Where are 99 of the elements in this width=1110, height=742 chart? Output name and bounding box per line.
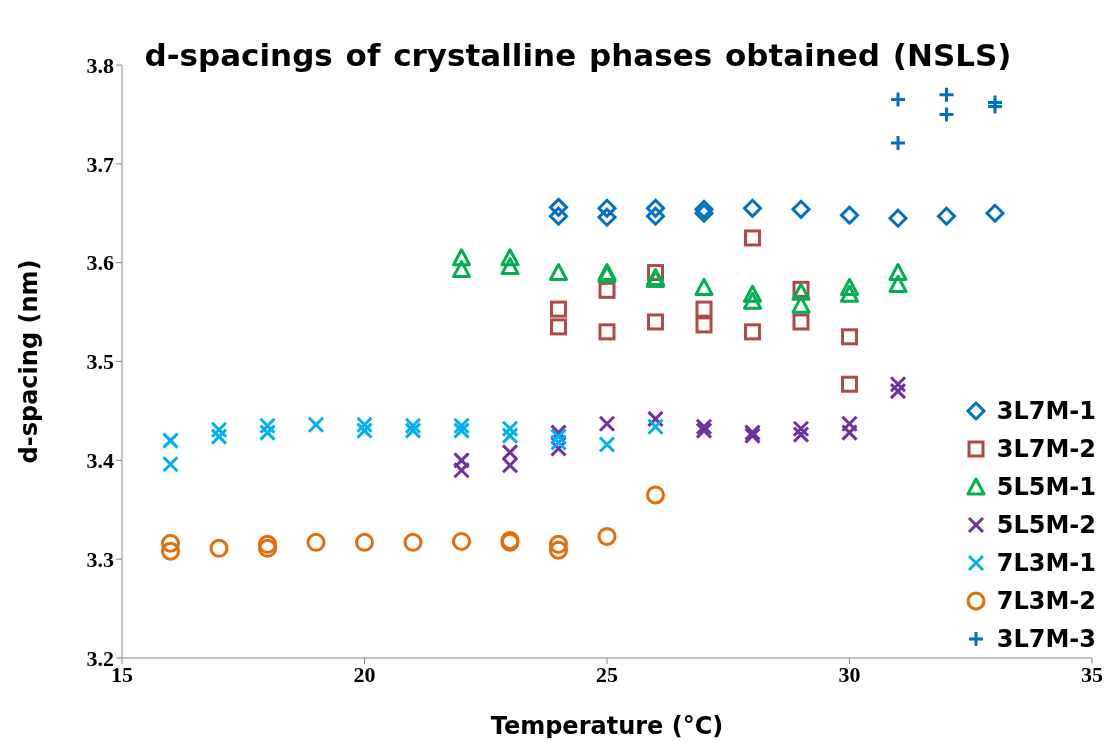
point bbox=[452, 531, 471, 551]
point bbox=[598, 281, 616, 299]
point bbox=[259, 417, 276, 435]
chart-title: d-spacings of crystalline phases obtained (NSLS) bbox=[143, 36, 1013, 75]
point bbox=[307, 416, 325, 434]
point bbox=[598, 323, 616, 341]
legend-label: 3L7M-3 bbox=[996, 625, 1096, 653]
point bbox=[986, 98, 1004, 116]
point bbox=[888, 274, 908, 293]
point bbox=[792, 426, 810, 444]
point bbox=[501, 427, 519, 445]
point bbox=[840, 205, 859, 225]
point bbox=[841, 424, 858, 442]
point bbox=[210, 421, 228, 439]
point bbox=[500, 257, 520, 276]
point bbox=[452, 248, 471, 267]
point bbox=[938, 86, 955, 104]
point bbox=[695, 316, 713, 334]
point bbox=[841, 328, 858, 346]
y-tick-label: 3.4 bbox=[86, 448, 114, 474]
y-tick-label: 3.5 bbox=[86, 349, 114, 375]
legend-label: 5L5M-1 bbox=[996, 473, 1096, 501]
point bbox=[549, 206, 568, 226]
y-tick-label: 3.6 bbox=[86, 250, 114, 276]
point bbox=[403, 532, 423, 552]
point bbox=[646, 485, 665, 505]
legend-label: 7L3M-2 bbox=[996, 587, 1096, 615]
point bbox=[209, 538, 229, 558]
point bbox=[355, 532, 374, 552]
x-tick-label: 35 bbox=[1081, 661, 1103, 687]
point bbox=[888, 208, 908, 228]
point bbox=[306, 532, 326, 552]
point bbox=[792, 313, 810, 331]
point bbox=[743, 284, 762, 303]
point bbox=[743, 198, 762, 218]
point bbox=[549, 540, 568, 560]
legend-label: 3L7M-1 bbox=[996, 397, 1096, 425]
point bbox=[549, 534, 568, 554]
point bbox=[889, 375, 907, 393]
point bbox=[549, 263, 568, 282]
point bbox=[743, 291, 762, 310]
point bbox=[550, 318, 567, 336]
point bbox=[356, 416, 373, 434]
x-tick-label: 20 bbox=[353, 661, 376, 687]
point bbox=[888, 263, 908, 282]
point bbox=[695, 422, 713, 440]
y-tick-label: 3.3 bbox=[86, 546, 114, 572]
point bbox=[889, 134, 907, 152]
point bbox=[792, 420, 810, 438]
point bbox=[841, 375, 858, 393]
y-tick-label: 3.7 bbox=[86, 151, 114, 177]
point bbox=[889, 91, 907, 109]
point bbox=[646, 206, 665, 226]
point bbox=[889, 382, 907, 400]
y-axis-title: d-spacing (nm) bbox=[14, 259, 43, 464]
point bbox=[550, 300, 567, 318]
legend-label: 3L7M-2 bbox=[996, 435, 1096, 463]
point bbox=[550, 428, 567, 446]
point bbox=[258, 534, 277, 554]
point bbox=[550, 434, 567, 452]
point bbox=[258, 538, 277, 558]
point bbox=[647, 313, 664, 331]
x-tick-label: 25 bbox=[596, 661, 618, 687]
y-tick-label: 3.8 bbox=[86, 52, 114, 78]
point bbox=[597, 526, 617, 546]
point bbox=[162, 455, 179, 473]
legend-label: 7L3M-1 bbox=[996, 549, 1096, 577]
point bbox=[646, 198, 665, 218]
point bbox=[695, 418, 713, 436]
point bbox=[161, 533, 180, 553]
point bbox=[598, 436, 616, 454]
y-tick-label: 3.2 bbox=[86, 645, 114, 671]
x-tick-label: 30 bbox=[838, 661, 861, 687]
point bbox=[791, 295, 811, 314]
legend-label: 5L5M-2 bbox=[996, 511, 1096, 539]
point bbox=[744, 229, 761, 247]
point bbox=[647, 418, 664, 436]
point bbox=[259, 424, 276, 442]
point bbox=[841, 415, 858, 433]
point bbox=[744, 323, 761, 341]
point bbox=[938, 105, 955, 123]
point bbox=[598, 415, 616, 433]
point bbox=[549, 197, 568, 217]
point bbox=[694, 277, 714, 296]
point bbox=[937, 206, 956, 226]
point bbox=[791, 199, 811, 219]
point bbox=[695, 300, 713, 318]
point bbox=[356, 422, 373, 440]
point bbox=[840, 277, 859, 296]
point bbox=[840, 284, 859, 303]
point bbox=[500, 248, 520, 267]
point bbox=[161, 541, 180, 561]
point bbox=[162, 432, 179, 450]
point bbox=[452, 260, 471, 279]
point bbox=[985, 203, 1005, 223]
point bbox=[210, 428, 228, 446]
point bbox=[597, 198, 617, 218]
point bbox=[501, 420, 519, 438]
point bbox=[597, 207, 617, 227]
